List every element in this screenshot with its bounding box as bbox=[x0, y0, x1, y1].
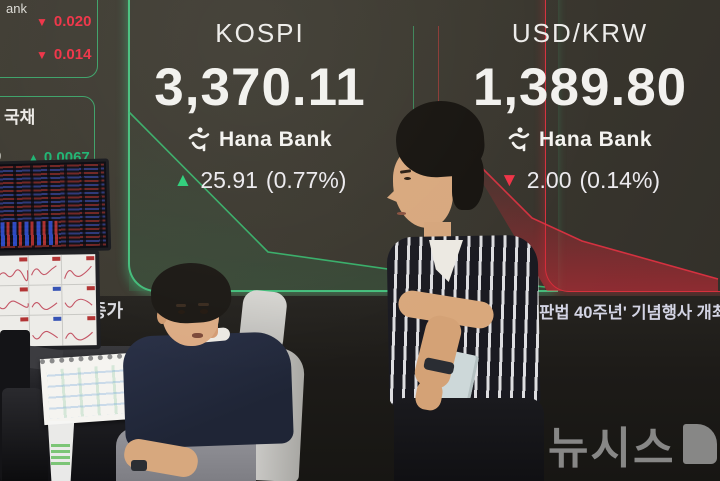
bond-yield-row-1: ▼ 0.020 bbox=[36, 13, 91, 30]
ticker-monitor-bars bbox=[0, 220, 60, 247]
green-grid-line bbox=[413, 26, 414, 116]
kospi-value: 3,370.11 bbox=[154, 58, 366, 117]
kospi-quote: KOSPI 3,370.11 Hana Bank ▲ 25.91 (0.77%) bbox=[110, 18, 410, 194]
standing-man-mouth bbox=[397, 212, 406, 215]
hana-bank-logo-icon bbox=[508, 127, 530, 152]
kospi-title: KOSPI bbox=[215, 18, 305, 48]
usdkrw-change-value: 2.00 bbox=[526, 167, 572, 193]
standing-man-eye bbox=[404, 177, 411, 180]
newsis-logo-icon bbox=[683, 424, 718, 464]
standing-man-hair bbox=[452, 150, 484, 210]
down-triangle-icon: ▼ bbox=[36, 47, 48, 62]
chart-monitor bbox=[0, 250, 101, 351]
seated-man-eye bbox=[178, 310, 185, 314]
usdkrw-change-percent: (0.14%) bbox=[579, 167, 661, 193]
desk-equipment bbox=[2, 388, 48, 481]
desk-calendar bbox=[39, 352, 137, 426]
news-ticker-text: 심판법 40주년' 기념행사 개최 bbox=[524, 304, 720, 322]
red-grid-line bbox=[438, 26, 439, 116]
down-triangle-icon: ▼ bbox=[36, 14, 48, 29]
kospi-change: ▲ 25.91 (0.77%) bbox=[110, 167, 410, 194]
hana-bank-name: Hana Bank bbox=[218, 128, 333, 151]
partial-brand-text: ank bbox=[6, 1, 27, 16]
bond-yield-value-2: 0.014 bbox=[53, 46, 92, 63]
chart-monitor-content bbox=[0, 254, 97, 347]
up-triangle-icon: ▲ bbox=[28, 151, 39, 164]
down-triangle-icon: ▼ bbox=[499, 169, 519, 191]
bond-yield-value-1: 0.020 bbox=[53, 13, 92, 30]
seated-man-eyebrow bbox=[198, 303, 209, 306]
up-triangle-icon: ▲ bbox=[173, 169, 193, 191]
seated-man-eye bbox=[200, 309, 208, 314]
coffee-cup-label bbox=[51, 443, 70, 465]
hana-bank-logo-icon bbox=[188, 127, 210, 152]
edge-digit-text: 0 bbox=[0, 148, 1, 165]
newsis-watermark: 뉴시스 bbox=[548, 412, 718, 476]
usdkrw-title: USD/KRW bbox=[511, 18, 649, 48]
seated-man-mouth bbox=[192, 333, 203, 338]
ticker-monitor bbox=[0, 158, 112, 254]
seated-man-eyebrow bbox=[176, 304, 186, 307]
kospi-change-percent: (0.77%) bbox=[265, 167, 347, 193]
kospi-change-value: 25.91 bbox=[200, 167, 258, 193]
standing-man-pants bbox=[394, 398, 544, 481]
seated-man-watch bbox=[131, 460, 147, 471]
usdkrw-value: 1,389.80 bbox=[472, 58, 688, 117]
government-bond-label: 국채 bbox=[4, 108, 36, 127]
usdkrw-chart-panel bbox=[545, 0, 720, 292]
seated-man-shirt bbox=[122, 331, 294, 449]
bond-yield-row-2: ▼ 0.014 bbox=[36, 46, 91, 63]
desk-calendar-content bbox=[46, 364, 130, 419]
newsis-watermark-text: 뉴시스 bbox=[548, 423, 676, 474]
hana-bank-name: Hana Bank bbox=[538, 128, 653, 151]
board-panel-topleft bbox=[0, 0, 98, 78]
coffee-cup bbox=[47, 421, 75, 481]
hana-bank-brand: Hana Bank bbox=[110, 127, 410, 153]
